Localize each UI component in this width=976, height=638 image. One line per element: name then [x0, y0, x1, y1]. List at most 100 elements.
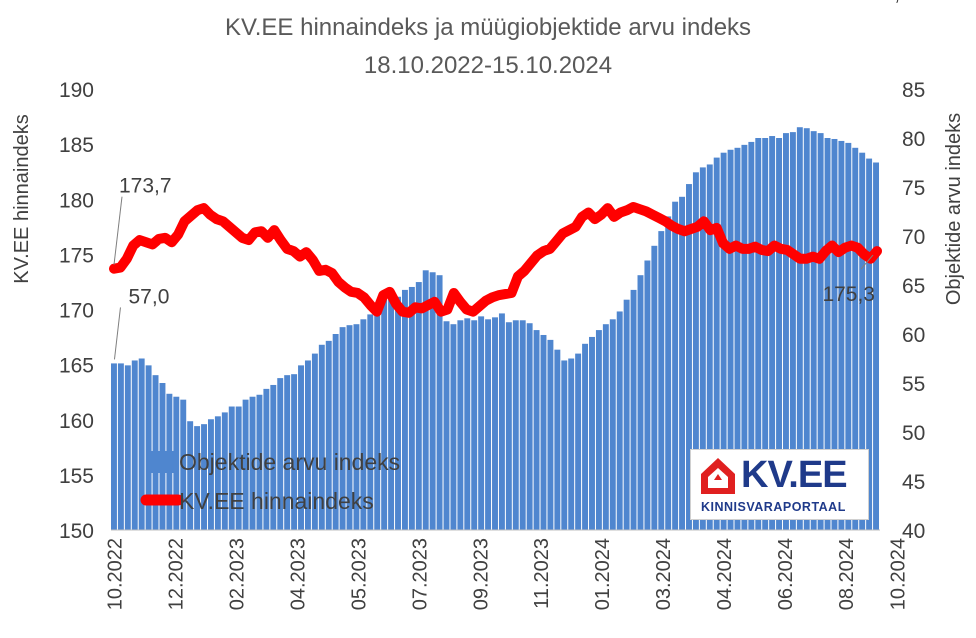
- bar-104: [831, 138, 838, 531]
- bar-52: [471, 320, 478, 530]
- bar-62: [540, 334, 547, 530]
- line-series-group: [109, 201, 882, 318]
- bar-77: [644, 260, 651, 530]
- bar-4: [138, 358, 145, 530]
- bar-30: [318, 344, 325, 530]
- bar-96: [776, 138, 783, 530]
- bar-60: [526, 323, 533, 530]
- x-tick-label-11: 06.2024: [775, 538, 797, 610]
- y-axis-label-left: KV.EE hinnaindeks: [11, 114, 33, 283]
- right-tick-label-4: 60: [902, 324, 925, 347]
- left-tick-label-4: 170: [59, 300, 94, 323]
- bar-108: [859, 152, 866, 530]
- bar-89: [727, 149, 734, 530]
- bar-11: [187, 421, 194, 530]
- x-tick-label-8: 01.2024: [592, 538, 614, 610]
- bar-28: [304, 360, 311, 530]
- bar-41: [395, 296, 401, 530]
- bar-42: [401, 289, 408, 530]
- bar-29: [311, 353, 318, 530]
- left-tick-label-3: 165: [59, 355, 94, 378]
- bar-72: [609, 319, 616, 530]
- kv-ee-logo: KV.EE KINNISVARAPORTAAL: [690, 449, 869, 520]
- bar-68: [582, 343, 589, 530]
- bar-14: [207, 419, 214, 530]
- bar-78: [651, 245, 658, 531]
- bar-34: [346, 325, 353, 530]
- bar-46: [429, 272, 436, 530]
- annotation-label-3: 175,3: [822, 283, 875, 306]
- bar-38: [374, 303, 381, 530]
- chart-title-line-1: KV.EE hinnaindeks ja müügiobjektide arvu…: [224, 14, 752, 41]
- x-tick-label-10: 04.2024: [714, 538, 736, 610]
- bar-44: [415, 282, 422, 530]
- bar-67: [575, 353, 582, 530]
- bar-12: [194, 426, 201, 530]
- x-tick-label-13: 10.2024: [887, 538, 909, 610]
- bar-81: [672, 201, 679, 530]
- bar-95: [769, 136, 776, 531]
- legend: Objektide arvu indeks KV.EE hinnaindeks: [140, 449, 400, 514]
- right-tick-label-0: 40: [902, 520, 925, 543]
- x-tick-label-6: 09.2023: [470, 538, 492, 610]
- bar-93: [755, 138, 762, 530]
- bar-17: [228, 406, 235, 530]
- bar-59: [519, 320, 526, 530]
- bar-82: [679, 196, 686, 531]
- bar-75: [630, 289, 637, 530]
- bar-33: [339, 327, 346, 530]
- right-axis-ticks: 40 45 50 55 60 65 70 75 80 85: [902, 79, 925, 543]
- left-axis-ticks: 150 155 160 165 170 175 180 185 190: [59, 79, 94, 543]
- left-tick-label-5: 175: [59, 244, 94, 267]
- bar-79: [658, 231, 665, 530]
- annotation-leader-0: [113, 196, 123, 265]
- right-tick-label-8: 80: [902, 128, 925, 151]
- bar-88: [720, 152, 727, 530]
- bar-97: [783, 133, 789, 530]
- bar-27: [298, 365, 304, 530]
- bar-31: [325, 340, 332, 530]
- x-tick-label-1: 12.2022: [165, 538, 187, 610]
- left-tick-label-8: 190: [59, 79, 94, 102]
- bar-80: [665, 216, 672, 530]
- bar-25: [284, 375, 291, 530]
- bar-66: [568, 358, 575, 530]
- annotations: 173,7 57,0 77,2 175,3: [113, 0, 912, 360]
- bar-61: [533, 330, 540, 530]
- bar-50: [457, 320, 464, 530]
- annotation-label-2: 77,2: [871, 0, 912, 5]
- bar-55: [492, 317, 498, 530]
- bar-98: [789, 132, 796, 530]
- bar-16: [221, 412, 228, 530]
- bar-106: [845, 142, 852, 530]
- house-icon: [701, 458, 735, 494]
- bar-84: [692, 172, 699, 531]
- left-tick-label-2: 160: [59, 410, 94, 433]
- x-tick-label-12: 08.2024: [836, 538, 858, 610]
- bar-51: [464, 318, 471, 530]
- bar-10: [180, 399, 187, 530]
- bar-39: [381, 298, 388, 530]
- bar-83: [686, 184, 692, 530]
- x-tick-label-5: 07.2023: [409, 538, 431, 610]
- x-tick-label-2: 02.2023: [226, 538, 248, 610]
- x-tick-label-3: 04.2023: [287, 538, 309, 610]
- right-tick-label-3: 55: [902, 373, 925, 396]
- bar-2: [124, 365, 131, 530]
- x-axis-ticks: 10.2022 12.2022 02.2023 04.2023 05.2023 07.20…: [105, 538, 910, 610]
- bar-94: [762, 138, 769, 530]
- bar-24: [277, 378, 284, 530]
- bar-21: [256, 394, 263, 530]
- bar-101: [810, 131, 817, 530]
- bar-40: [388, 289, 395, 530]
- x-tick-label-4: 05.2023: [348, 538, 370, 610]
- bar-9: [173, 396, 180, 530]
- bar-series: [111, 127, 879, 531]
- bar-47: [436, 275, 443, 530]
- bar-35: [353, 324, 360, 530]
- right-tick-label-7: 75: [902, 177, 925, 200]
- bar-58: [512, 320, 519, 530]
- bar-69: [589, 336, 595, 530]
- bar-107: [852, 147, 859, 531]
- bar-37: [367, 314, 374, 530]
